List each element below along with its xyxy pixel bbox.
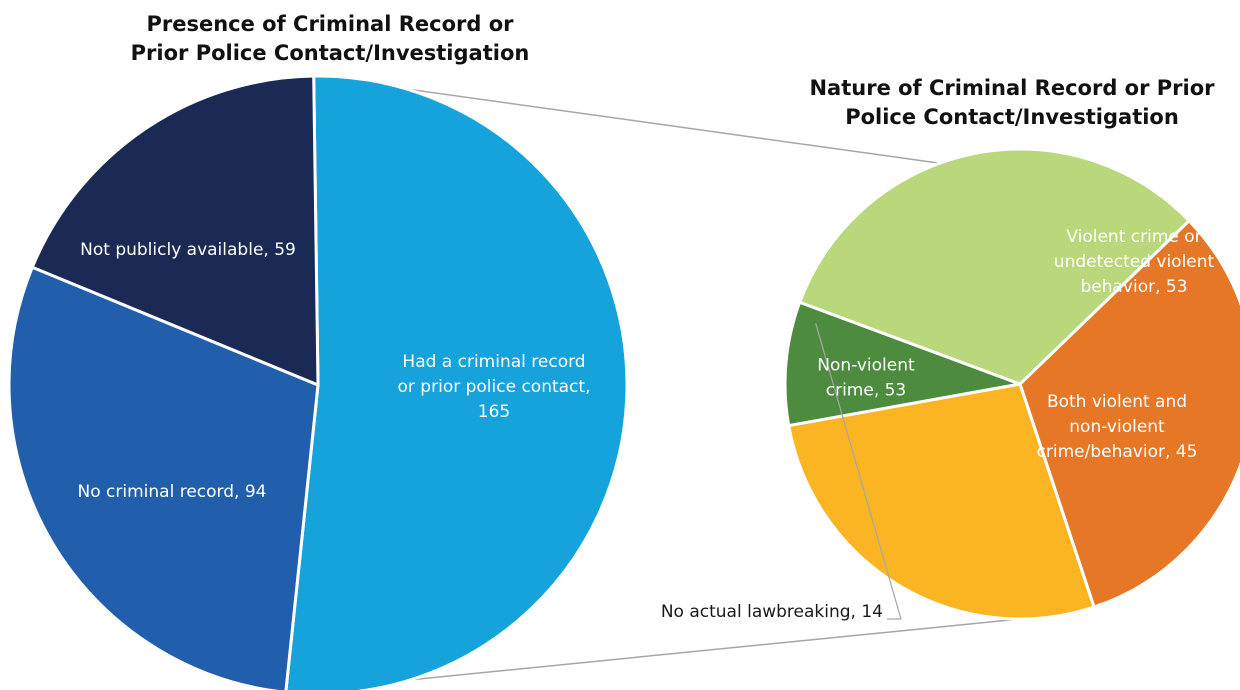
sub-chart-title: Nature of Criminal Record or Prior Police… — [809, 76, 1215, 129]
sub-label-line: undetected violent — [1054, 252, 1215, 272]
main-label-not-publicly-available: Not publicly available, 59 — [80, 240, 296, 260]
main-slice-no-criminal-record — [7, 265, 320, 690]
main-label-line: Had a criminal record — [402, 352, 585, 372]
sub-label-line: behavior, 53 — [1080, 277, 1187, 297]
primary-pie: Had a criminal record or prior police con… — [7, 74, 629, 690]
sub-slice-no-actual-lawbreaking — [783, 300, 1022, 428]
sub-leader-no-actual-lawbreaking — [815, 323, 902, 620]
sub-title-line: Police Contact/Investigation — [845, 105, 1179, 129]
sub-label-non-violent-crime: Non-violent crime, 53 — [817, 356, 915, 401]
sub-label-both-violent-and-non-violent-crime-behavior: Both violent and non-violent crime/behavio… — [1037, 392, 1198, 462]
sub-label-line: non-violent — [1069, 417, 1165, 437]
main-slice-not-publicly-available — [30, 74, 320, 387]
sub-label-line: Non-violent — [817, 356, 915, 376]
sub-title-line: Nature of Criminal Record or Prior — [809, 76, 1215, 100]
main-label-had-a-criminal-record-or-prior-police-contact: Had a criminal record or prior police con… — [398, 352, 591, 422]
main-title-line: Presence of Criminal Record or — [146, 12, 514, 36]
connector-line-top — [313, 75, 940, 164]
main-label-line: or prior police contact, — [398, 377, 591, 397]
sub-slice-non-violent-crime — [798, 147, 1191, 386]
sub-slice-violent-crime-or-undetected-violent-behavior — [1018, 219, 1240, 609]
sub-label-line: crime/behavior, 45 — [1037, 442, 1198, 462]
sub-label-line: crime, 53 — [826, 381, 907, 401]
main-chart-title: Presence of Criminal Record or Prior Poli… — [131, 12, 530, 65]
chart-titles: Presence of Criminal Record or Prior Poli… — [131, 12, 1215, 129]
main-label-no-criminal-record: No criminal record, 94 — [78, 482, 267, 502]
main-label-line: No criminal record, 94 — [78, 482, 267, 502]
sub-label-line: Both violent and — [1047, 392, 1187, 412]
main-label-line: 165 — [478, 402, 510, 422]
sub-label-no-actual-lawbreaking: No actual lawbreaking, 14 — [661, 602, 883, 622]
secondary-pie: Violent crime or undetected violent behavi… — [661, 147, 1240, 622]
main-title-line: Prior Police Contact/Investigation — [131, 41, 530, 65]
sub-slice-both-violent-and-non-violent-crime-behavior — [787, 382, 1096, 621]
main-slice-had-a-criminal-record-or-prior-police-contact — [284, 74, 629, 690]
main-label-line: Not publicly available, 59 — [80, 240, 296, 260]
sub-label-line: Violent crime or — [1066, 227, 1201, 247]
sub-label-violent-crime-or-undetected-violent-behavior: Violent crime or undetected violent behavi… — [1054, 227, 1215, 297]
sub-label-line: No actual lawbreaking, 14 — [661, 602, 883, 622]
